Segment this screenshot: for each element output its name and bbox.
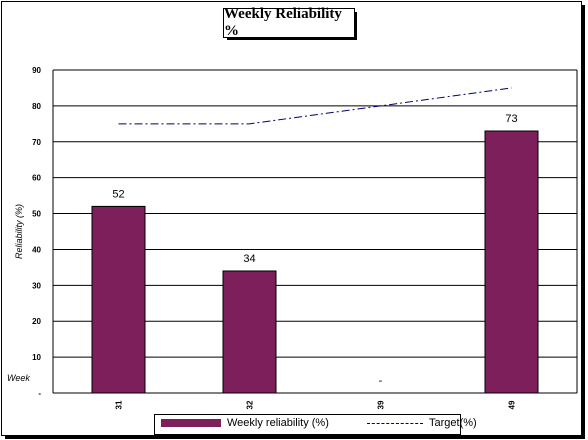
legend-item-bar: Weekly reliability (%) xyxy=(161,417,329,429)
target-line xyxy=(118,87,512,125)
frame-shadow-right xyxy=(581,5,585,437)
y-tick-label: 90 xyxy=(32,66,41,75)
y-axis-title: Reliability (%) xyxy=(14,204,24,259)
legend-swatch-bar xyxy=(161,419,221,427)
bar-data-label: 34 xyxy=(243,253,255,265)
x-tick-label: 31 xyxy=(115,400,124,409)
y-tick-label: 80 xyxy=(32,102,41,111)
y-tick-label: 50 xyxy=(32,210,41,219)
legend-label-line: Target(%) xyxy=(429,417,477,429)
x-tick-label: 39 xyxy=(377,400,386,409)
y-tick-label: 20 xyxy=(32,317,41,326)
y-tick-label: 60 xyxy=(32,174,41,183)
y-tick-label: 10 xyxy=(32,353,41,362)
legend-item-line: Target(%) xyxy=(367,417,477,429)
legend-label-bar: Weekly reliability (%) xyxy=(227,417,329,429)
bar-data-label: - xyxy=(379,375,383,387)
bar xyxy=(484,130,539,394)
y-tick-label: - xyxy=(38,389,41,398)
x-tick-label: 32 xyxy=(246,400,255,409)
y-tick-label: 40 xyxy=(32,245,41,254)
bar-data-label: 52 xyxy=(112,188,124,200)
y-tick-label: 70 xyxy=(32,138,41,147)
x-tick-label: 49 xyxy=(508,400,517,409)
bar xyxy=(91,205,146,394)
bar xyxy=(222,270,277,394)
legend-swatch-line xyxy=(367,422,423,424)
x-axis-title: Week xyxy=(7,373,30,383)
frame-shadow-bottom xyxy=(5,435,585,439)
y-tick-label: 30 xyxy=(32,281,41,290)
chart-title: Weekly Reliability % xyxy=(223,6,355,39)
bar-data-label: 73 xyxy=(505,113,517,125)
legend: Weekly reliability (%) Target(%) xyxy=(154,414,477,435)
